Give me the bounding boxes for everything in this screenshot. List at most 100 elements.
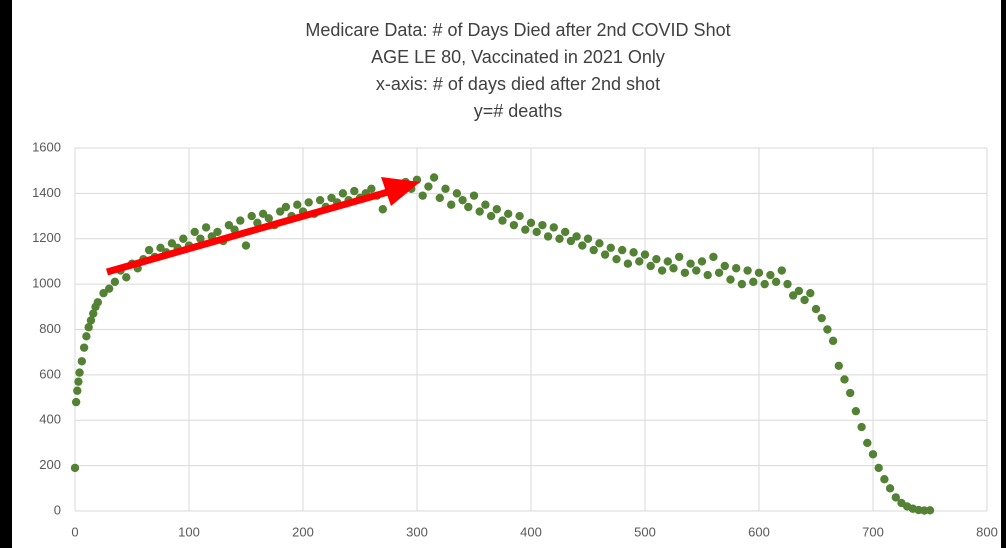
x-tick-label: 400	[520, 524, 542, 539]
y-tick-label: 200	[39, 457, 61, 472]
point	[213, 227, 222, 237]
point	[77, 357, 87, 366]
point	[441, 184, 450, 194]
point	[697, 257, 707, 266]
point	[241, 241, 251, 250]
point	[367, 184, 376, 194]
point	[532, 227, 541, 237]
point	[276, 207, 285, 216]
arrow-head	[381, 177, 420, 206]
point	[720, 261, 729, 271]
point	[190, 227, 199, 237]
point	[863, 438, 872, 448]
point	[304, 198, 313, 207]
chart-title: Medicare Data: # of Days Died after 2nd …	[305, 20, 730, 40]
point	[652, 254, 661, 264]
arrow-shaft	[106, 188, 389, 276]
point	[595, 239, 604, 248]
point	[811, 304, 821, 314]
point	[663, 257, 672, 266]
point	[79, 343, 89, 352]
point	[657, 266, 667, 275]
point	[760, 279, 769, 289]
point	[555, 234, 564, 243]
x-tick-label: 200	[292, 524, 314, 539]
point	[327, 193, 336, 203]
point	[794, 286, 804, 296]
x-tick-label: 600	[748, 524, 770, 539]
point	[315, 195, 325, 205]
point	[99, 289, 108, 298]
annotation-arrow	[106, 177, 420, 276]
point	[93, 298, 103, 307]
grid: 0 200 400 600 800 1000 1200 1400 1600 0 100 200 300 4…	[32, 139, 998, 539]
point	[675, 252, 684, 262]
point	[452, 189, 462, 198]
chart-subtitle: x-axis: # of days died after 2nd shot	[376, 74, 660, 94]
point	[828, 336, 838, 346]
x-tick-label: 800	[976, 524, 998, 539]
point	[646, 261, 655, 271]
x-tick-label: 500	[634, 524, 656, 539]
point	[606, 243, 615, 253]
point	[686, 259, 695, 268]
point	[86, 316, 96, 325]
point	[526, 218, 536, 228]
point	[806, 289, 815, 298]
point	[73, 386, 82, 395]
point	[481, 200, 490, 209]
point	[549, 223, 558, 232]
y-tick-label: 1400	[32, 185, 61, 200]
point	[498, 216, 507, 225]
point	[84, 323, 93, 332]
point	[874, 463, 883, 473]
point	[447, 200, 456, 209]
point	[492, 205, 501, 214]
point	[458, 195, 467, 205]
point	[475, 207, 484, 216]
y-tick-label: 400	[39, 412, 61, 427]
point	[749, 277, 758, 287]
point	[435, 193, 444, 203]
point	[726, 275, 735, 284]
point	[144, 245, 154, 255]
point	[703, 270, 712, 280]
point	[743, 266, 752, 275]
point	[561, 227, 570, 237]
point	[156, 243, 165, 253]
point	[754, 268, 764, 277]
point	[578, 241, 587, 250]
point	[509, 220, 519, 230]
point	[823, 325, 832, 334]
point	[179, 234, 188, 243]
point	[840, 375, 849, 384]
point	[732, 264, 741, 273]
point	[469, 191, 479, 200]
point	[629, 248, 638, 257]
point	[74, 377, 83, 386]
point	[338, 189, 348, 198]
point	[201, 223, 211, 232]
point	[110, 277, 120, 287]
point	[281, 202, 291, 212]
point	[75, 368, 84, 377]
point	[771, 277, 781, 287]
point	[89, 309, 98, 318]
point	[504, 209, 513, 218]
y-tick-label: 1600	[32, 139, 61, 154]
point	[521, 225, 530, 234]
point	[378, 205, 387, 214]
point	[925, 506, 935, 515]
point	[486, 211, 496, 221]
point	[264, 214, 273, 223]
point	[70, 463, 80, 473]
point	[846, 388, 855, 398]
point	[82, 332, 91, 341]
point	[572, 232, 581, 241]
x-tick-label: 700	[862, 524, 884, 539]
point	[885, 484, 895, 493]
point	[105, 284, 114, 293]
point	[589, 245, 598, 255]
